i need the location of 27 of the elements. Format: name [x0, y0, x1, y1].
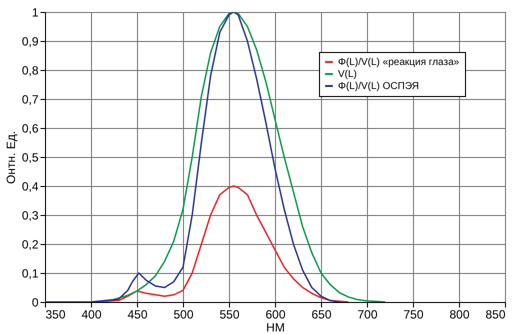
y-tick-label: 1 — [32, 6, 39, 20]
legend-label: Φ(L)/V(L) «реакция глаза» — [338, 57, 460, 68]
x-tick-label: 600 — [265, 308, 286, 322]
x-tick-label: 500 — [173, 308, 194, 322]
y-tick-label: 0,6 — [22, 122, 39, 136]
y-tick-label: 0,2 — [22, 238, 39, 252]
y-tick-label: 0,4 — [22, 180, 39, 194]
legend-label: V(L) — [338, 69, 357, 80]
y-tick-label: 0,8 — [22, 64, 39, 78]
x-tick-label: 800 — [449, 308, 470, 322]
y-axis-title: Онтн. Ед. — [4, 130, 18, 184]
x-tick-label: 850 — [485, 308, 506, 322]
x-tick-label: 450 — [127, 308, 148, 322]
x-tick-label: 350 — [46, 308, 66, 322]
x-tick-label: 550 — [219, 308, 240, 322]
y-tick-label: 0,3 — [22, 208, 39, 222]
x-tick-label: 400 — [81, 308, 102, 322]
y-tick-label: 0,5 — [22, 150, 39, 164]
y-tick-label: 0 — [32, 296, 39, 310]
legend-label: Φ(L)/V(L) ОСПЭЯ — [338, 81, 420, 92]
x-tick-label: 750 — [403, 308, 424, 322]
x-axis-title: НМ — [266, 320, 285, 334]
y-tick-label: 0,9 — [22, 34, 39, 48]
y-tick-label: 0,7 — [22, 92, 39, 106]
x-tick-label: 700 — [357, 308, 378, 322]
x-tick-label: 650 — [311, 308, 332, 322]
y-tick-label: 0,1 — [22, 266, 39, 280]
